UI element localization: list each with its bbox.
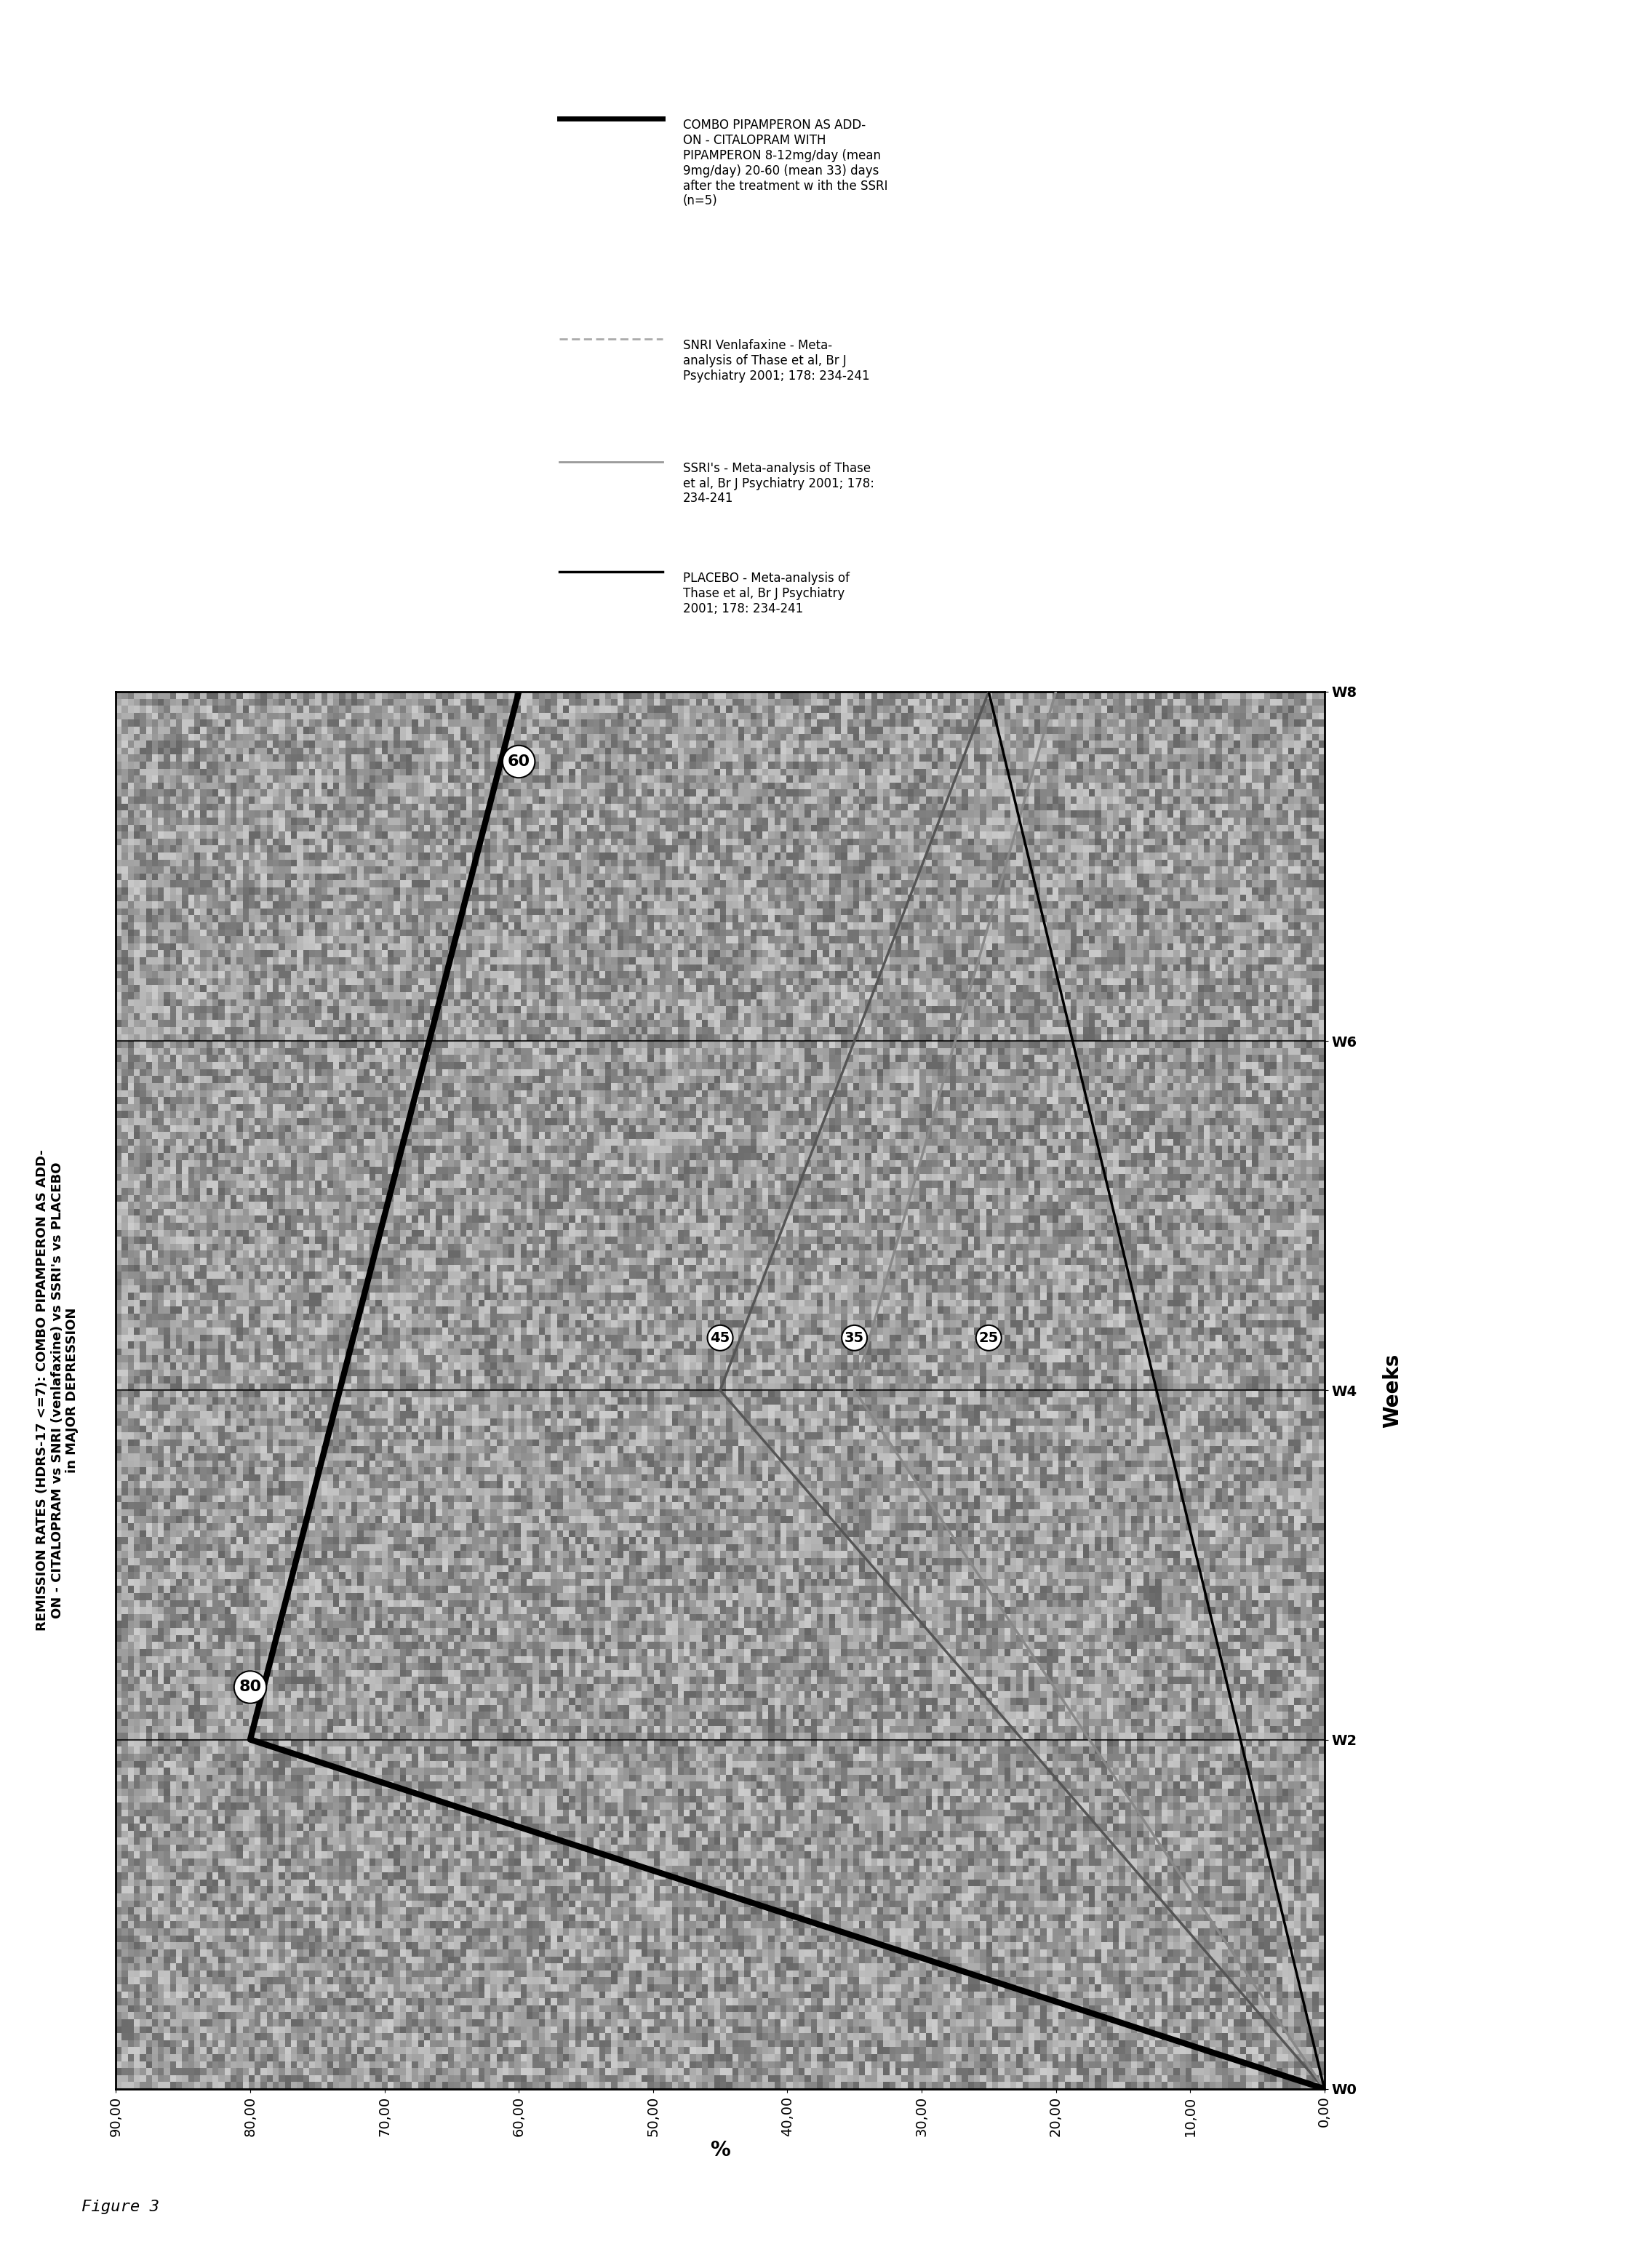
Text: PLACEBO - Meta-analysis of
Thase et al, Br J Psychiatry
2001; 178: 234-241: PLACEBO - Meta-analysis of Thase et al, … xyxy=(683,572,849,615)
Text: COMBO PIPAMPERON AS ADD-
ON - CITALOPRAM WITH
PIPAMPERON 8-12mg/day (mean
9mg/da: COMBO PIPAMPERON AS ADD- ON - CITALOPRAM… xyxy=(683,118,888,209)
Text: SSRI's - Meta-analysis of Thase
et al, Br J Psychiatry 2001; 178:
234-241: SSRI's - Meta-analysis of Thase et al, B… xyxy=(683,463,874,506)
Text: 45: 45 xyxy=(710,1331,730,1345)
Text: REMISSION RATES (HDRS-17 <=7): COMBO PIPAMPERON AS ADD-
ON - CITALOPRAM vs SNRI : REMISSION RATES (HDRS-17 <=7): COMBO PIP… xyxy=(36,1150,78,1631)
Text: 25: 25 xyxy=(978,1331,999,1345)
Text: 35: 35 xyxy=(844,1331,864,1345)
Text: Figure 3: Figure 3 xyxy=(82,2200,160,2214)
Text: SNRI Venlafaxine - Meta-
analysis of Thase et al, Br J
Psychiatry 2001; 178: 234: SNRI Venlafaxine - Meta- analysis of Tha… xyxy=(683,340,870,383)
X-axis label: %: % xyxy=(710,2141,730,2161)
Text: 80: 80 xyxy=(238,1681,261,1694)
Y-axis label: Weeks: Weeks xyxy=(1382,1354,1403,1427)
Text: 60: 60 xyxy=(508,755,531,769)
